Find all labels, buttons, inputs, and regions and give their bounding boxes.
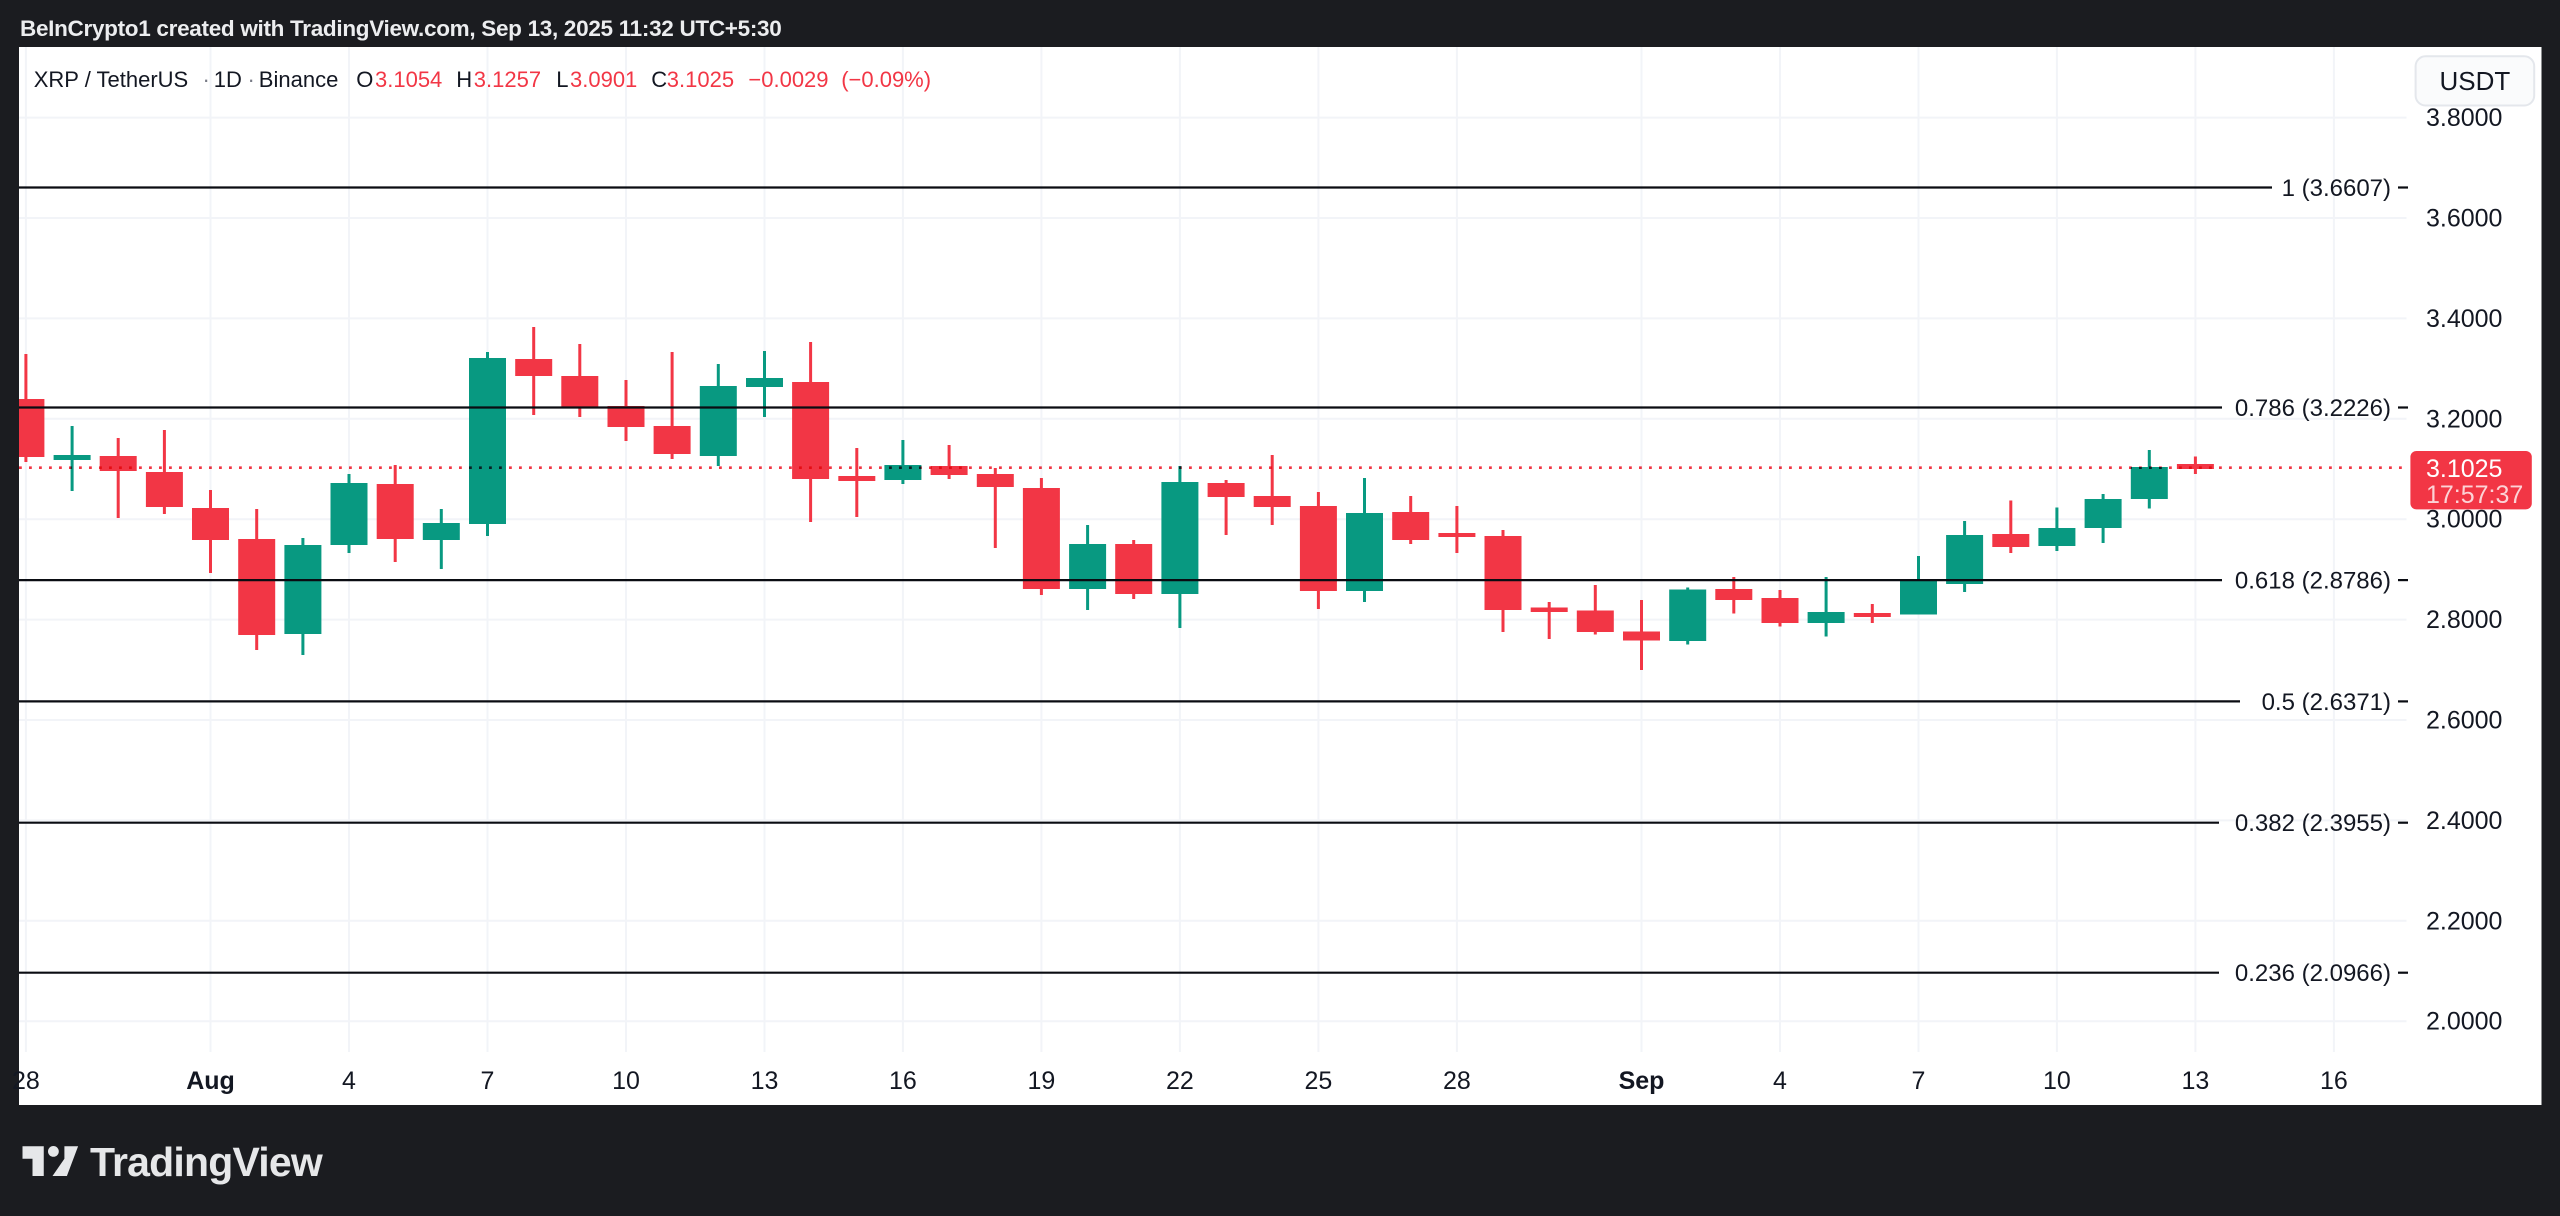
svg-text:(−0.09%): (−0.09%) (841, 67, 931, 92)
svg-text:25: 25 (1304, 1067, 1332, 1095)
svg-text:1 (3.6607): 1 (3.6607) (2282, 175, 2391, 202)
svg-text:22: 22 (1166, 1067, 1194, 1095)
svg-text:USDT: USDT (2440, 66, 2511, 96)
svg-text:O: O (356, 67, 373, 92)
svg-text:7: 7 (1912, 1067, 1926, 1095)
svg-text:3.1025: 3.1025 (667, 67, 734, 92)
svg-text:0.5 (2.6371): 0.5 (2.6371) (2262, 689, 2391, 716)
svg-text:19: 19 (1027, 1067, 1055, 1095)
svg-text:1D: 1D (214, 67, 242, 92)
svg-text:0.786 (3.2226): 0.786 (3.2226) (2235, 395, 2391, 422)
svg-text:C: C (651, 67, 667, 92)
svg-text:BeInCrypto1 created with Tradi: BeInCrypto1 created with TradingView.com… (20, 16, 781, 41)
svg-text:Sep: Sep (1619, 1067, 1665, 1095)
svg-text:3.0000: 3.0000 (2426, 506, 2502, 534)
svg-text:2.8000: 2.8000 (2426, 606, 2502, 634)
svg-text:13: 13 (2181, 1067, 2209, 1095)
svg-text:Binance: Binance (259, 67, 339, 92)
svg-text:2.0000: 2.0000 (2426, 1008, 2502, 1036)
svg-text:Aug: Aug (186, 1067, 235, 1095)
svg-text:4: 4 (342, 1067, 356, 1095)
svg-text:2.2000: 2.2000 (2426, 907, 2502, 935)
svg-text:28: 28 (12, 1067, 40, 1095)
svg-text:3.8000: 3.8000 (2426, 104, 2502, 132)
svg-text:2.6000: 2.6000 (2426, 707, 2502, 735)
svg-text:16: 16 (2320, 1067, 2348, 1095)
svg-text:4: 4 (1773, 1067, 1787, 1095)
svg-text:TradingView: TradingView (90, 1139, 323, 1185)
svg-text:0.618 (2.8786): 0.618 (2.8786) (2235, 568, 2391, 595)
svg-text:3.6000: 3.6000 (2426, 205, 2502, 233)
svg-text:16: 16 (889, 1067, 917, 1095)
svg-text:2.4000: 2.4000 (2426, 807, 2502, 835)
svg-text:0.236 (2.0966): 0.236 (2.0966) (2235, 960, 2391, 987)
svg-text:10: 10 (2043, 1067, 2071, 1095)
svg-text:13: 13 (751, 1067, 779, 1095)
svg-text:3.0901: 3.0901 (570, 67, 637, 92)
svg-text:·: · (203, 67, 210, 92)
svg-text:·: · (248, 67, 255, 92)
svg-text:0.382 (2.3955): 0.382 (2.3955) (2235, 810, 2391, 837)
svg-text:17:57:37: 17:57:37 (2426, 481, 2523, 509)
svg-text:10: 10 (612, 1067, 640, 1095)
svg-text:3.1054: 3.1054 (375, 67, 442, 92)
svg-text:3.4000: 3.4000 (2426, 305, 2502, 333)
svg-text:3.1025: 3.1025 (2426, 455, 2502, 483)
svg-text:3.2000: 3.2000 (2426, 405, 2502, 433)
svg-text:H: H (456, 67, 472, 92)
svg-text:−0.0029: −0.0029 (748, 67, 828, 92)
svg-text:XRP / TetherUS: XRP / TetherUS (34, 67, 188, 92)
svg-text:3.1257: 3.1257 (474, 67, 541, 92)
svg-text:28: 28 (1443, 1067, 1471, 1095)
svg-text:L: L (556, 67, 568, 92)
svg-text:7: 7 (481, 1067, 495, 1095)
